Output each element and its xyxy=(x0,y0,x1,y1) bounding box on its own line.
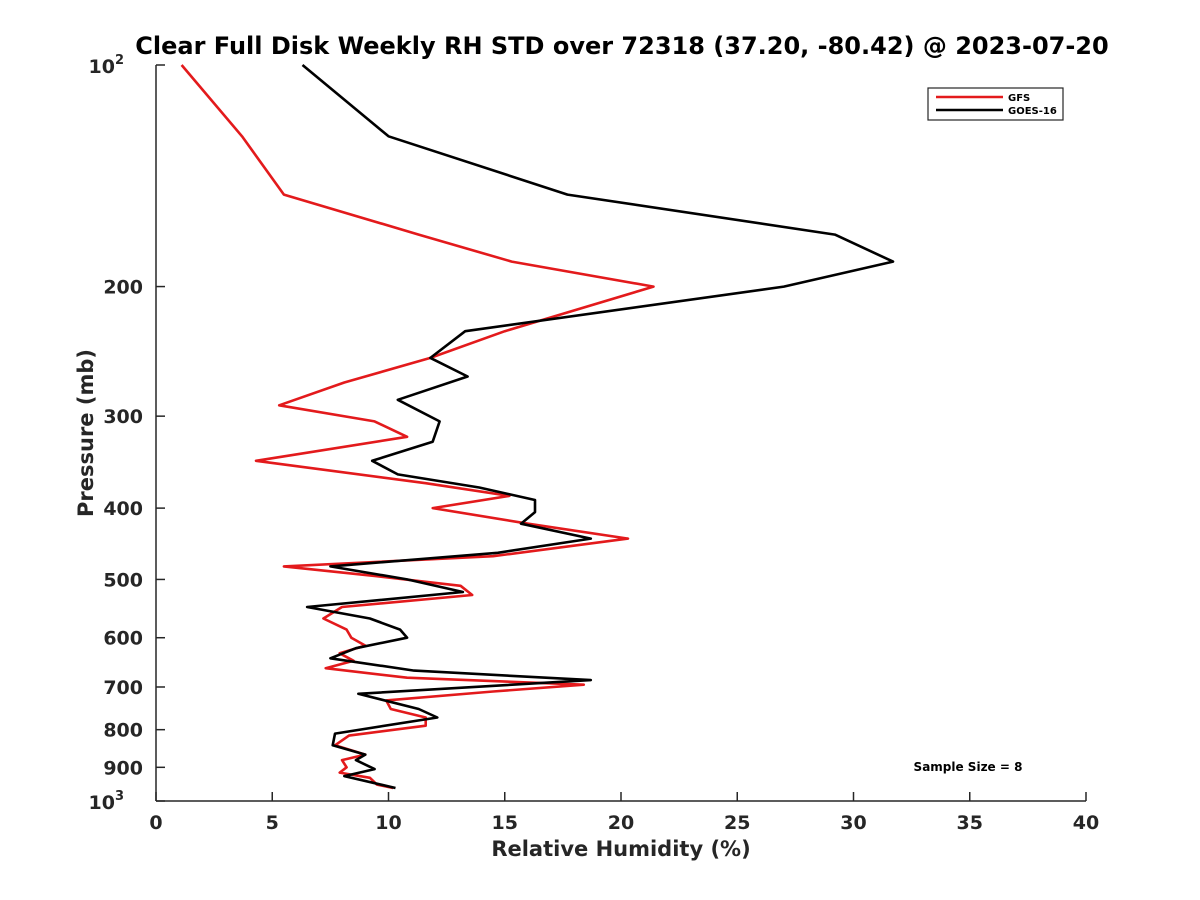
chart-title: Clear Full Disk Weekly RH STD over 72318… xyxy=(135,32,1108,60)
y-tick-label: 500 xyxy=(103,569,143,591)
y-tick-label: 600 xyxy=(103,628,143,650)
y-tick-label: 200 xyxy=(103,277,143,299)
y-ticks: 102 200 300 400 500 600 700 800 900 103 xyxy=(89,53,165,814)
x-tick-label: 0 xyxy=(149,812,162,834)
x-tick-label: 10 xyxy=(375,812,401,834)
x-tick-label: 35 xyxy=(957,812,983,834)
x-tick-label: 20 xyxy=(608,812,634,834)
x-tick-label: 15 xyxy=(492,812,518,834)
sample-size-annotation: Sample Size = 8 xyxy=(914,760,1023,774)
y-tick-label: 102 xyxy=(89,53,125,78)
y-tick-label: 800 xyxy=(103,720,143,742)
x-tick-label: 30 xyxy=(840,812,866,834)
series-line-gfs xyxy=(180,64,655,790)
series-line-goes16 xyxy=(301,63,895,790)
x-tick-label: 5 xyxy=(266,812,279,834)
y-tick-label: 103 xyxy=(89,789,125,814)
y-tick-label: 300 xyxy=(103,406,143,428)
y-tick-label: 400 xyxy=(103,498,143,520)
x-axis-label: Relative Humidity (%) xyxy=(491,837,750,861)
legend-label-goes16: GOES-16 xyxy=(1008,106,1057,117)
x-tick-label: 40 xyxy=(1073,812,1099,834)
x-tick-label: 25 xyxy=(724,812,750,834)
y-tick-label: 900 xyxy=(103,757,143,779)
plot-lines xyxy=(180,63,895,790)
y-tick-label: 700 xyxy=(103,677,143,699)
x-ticks: 0 5 10 15 20 25 30 35 40 xyxy=(149,792,1099,834)
y-axis-label: Pressure (mb) xyxy=(74,349,98,517)
legend-label-gfs: GFS xyxy=(1008,93,1030,104)
legend: GFS GOES-16 xyxy=(927,87,1064,121)
legend-box xyxy=(927,87,1064,121)
